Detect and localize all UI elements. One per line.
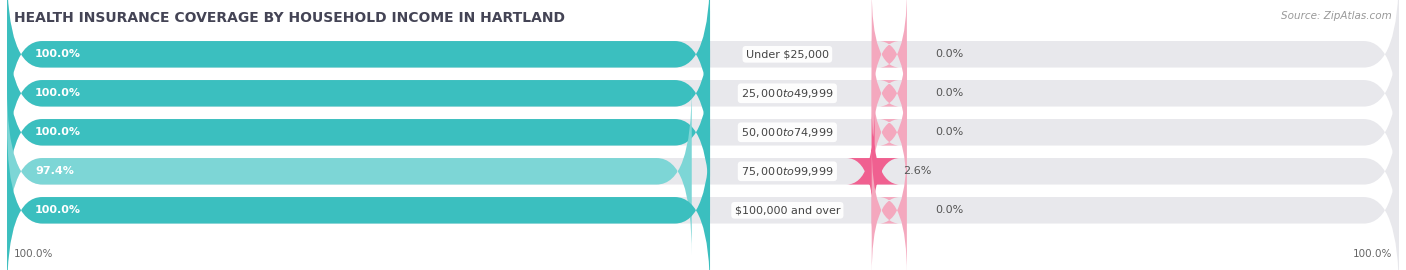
Text: 100.0%: 100.0% <box>35 88 82 98</box>
FancyBboxPatch shape <box>7 48 710 217</box>
FancyBboxPatch shape <box>7 48 1399 217</box>
FancyBboxPatch shape <box>7 126 1399 270</box>
Text: Source: ZipAtlas.com: Source: ZipAtlas.com <box>1281 11 1392 21</box>
FancyBboxPatch shape <box>7 87 1399 255</box>
Text: 0.0%: 0.0% <box>935 88 963 98</box>
FancyBboxPatch shape <box>7 0 1399 139</box>
FancyBboxPatch shape <box>7 126 710 270</box>
Text: Under $25,000: Under $25,000 <box>745 49 830 59</box>
Text: $25,000 to $49,999: $25,000 to $49,999 <box>741 87 834 100</box>
FancyBboxPatch shape <box>872 29 907 158</box>
FancyBboxPatch shape <box>872 0 907 119</box>
Text: 100.0%: 100.0% <box>35 205 82 215</box>
Text: $75,000 to $99,999: $75,000 to $99,999 <box>741 165 834 178</box>
FancyBboxPatch shape <box>872 146 907 270</box>
FancyBboxPatch shape <box>846 107 900 236</box>
FancyBboxPatch shape <box>7 9 1399 178</box>
Text: 100.0%: 100.0% <box>1353 249 1392 259</box>
Text: 0.0%: 0.0% <box>935 205 963 215</box>
FancyBboxPatch shape <box>7 9 710 178</box>
Text: 100.0%: 100.0% <box>35 127 82 137</box>
Text: 100.0%: 100.0% <box>14 249 53 259</box>
Text: 0.0%: 0.0% <box>935 49 963 59</box>
FancyBboxPatch shape <box>7 87 692 255</box>
Text: $100,000 and over: $100,000 and over <box>734 205 841 215</box>
Text: 97.4%: 97.4% <box>35 166 75 176</box>
Text: $50,000 to $74,999: $50,000 to $74,999 <box>741 126 834 139</box>
Text: 2.6%: 2.6% <box>903 166 931 176</box>
Text: 0.0%: 0.0% <box>935 127 963 137</box>
FancyBboxPatch shape <box>7 0 710 139</box>
FancyBboxPatch shape <box>872 68 907 197</box>
Text: 100.0%: 100.0% <box>35 49 82 59</box>
Text: HEALTH INSURANCE COVERAGE BY HOUSEHOLD INCOME IN HARTLAND: HEALTH INSURANCE COVERAGE BY HOUSEHOLD I… <box>14 11 565 25</box>
